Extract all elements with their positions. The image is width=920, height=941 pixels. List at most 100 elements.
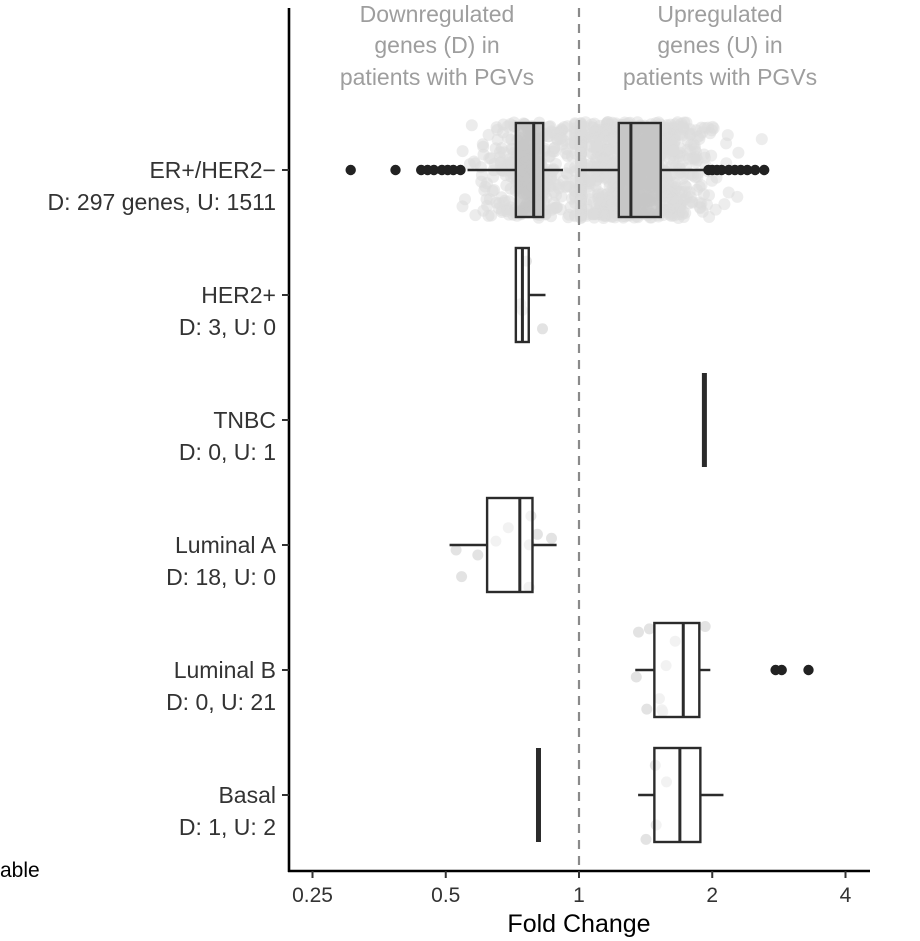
x-tick-label: 0.5 [431, 884, 460, 907]
jitter-point [670, 195, 683, 208]
jitter-point [545, 125, 558, 138]
group-label-counts: D: 297 genes, U: 1511 [48, 189, 276, 215]
outlier-point [455, 164, 466, 176]
jitter-point [583, 174, 596, 187]
jitter-point [468, 155, 480, 168]
x-tick-label: 2 [706, 884, 718, 907]
jitter-point [456, 571, 468, 583]
outlier-point [716, 164, 727, 176]
jitter-point [501, 120, 514, 133]
region-label-down-line-1: Downregulated [360, 1, 515, 27]
jitter-point [731, 190, 744, 203]
group-label-counts: D: 0, U: 1 [179, 439, 276, 465]
jitter-point [450, 544, 462, 556]
jitter-point [640, 833, 652, 845]
region-label-up-line-1: Upregulated [657, 1, 782, 27]
jitter-point [491, 123, 504, 136]
outlier-point [742, 164, 753, 176]
x-tick-label: 0.25 [292, 884, 333, 907]
jitter-point [561, 150, 574, 162]
jitter-point [537, 323, 548, 335]
jitter-point [489, 142, 502, 155]
jitter-point [643, 623, 655, 635]
group-label-name: Basal [218, 782, 276, 808]
jitter-point [574, 135, 587, 148]
jitter-point [688, 143, 701, 155]
jitter-point [677, 120, 690, 133]
jitter-point [694, 201, 706, 214]
region-label-up: Upregulated genes (U) in patients with P… [623, 1, 817, 90]
x-tick-label: 1 [573, 884, 585, 907]
box-rect [653, 621, 701, 719]
region-label-up-line-2: genes (U) in [657, 32, 782, 58]
region-label-down: Downregulated genes (D) in patients with… [340, 1, 534, 90]
jitter-point [482, 209, 495, 222]
jitter-point [755, 133, 768, 146]
jitter-point [675, 186, 688, 199]
group-labels: ER+/HER2− D: 297 genes, U: 1511 HER2+ D:… [48, 157, 277, 840]
jitter-point [721, 129, 734, 142]
jitter-point [668, 128, 681, 141]
jitter-point [502, 208, 515, 221]
stray-text: able [0, 859, 40, 882]
group-label-name: ER+/HER2− [149, 157, 276, 183]
outlier-point [428, 164, 440, 176]
group-label-counts: D: 0, U: 21 [166, 689, 276, 715]
jitter-point [559, 181, 572, 193]
jitter-point [684, 191, 697, 204]
outlier-point [776, 664, 787, 676]
box-layer [345, 121, 814, 844]
jitter-point [531, 528, 543, 540]
jitter-point [663, 203, 676, 216]
x-axis-title: Fold Change [507, 910, 650, 938]
jitter-point [563, 161, 576, 174]
jitter-point [605, 198, 618, 211]
jitter-point [691, 154, 704, 167]
jitter-point [477, 140, 490, 153]
axis-layer: 0.25 0.5 1 2 4 [282, 8, 870, 907]
group-label-name: TNBC [213, 407, 276, 433]
jitter-point [606, 158, 619, 171]
region-label-down-line-2: genes (D) in [374, 32, 499, 58]
jitter-point [550, 201, 563, 214]
jitter-point [484, 152, 497, 165]
jitter-point [633, 626, 644, 638]
jitter-point [465, 119, 478, 132]
outlier-point [448, 164, 459, 176]
jitter-layer [450, 116, 768, 845]
jitter-point [667, 144, 680, 157]
box-rect [653, 746, 702, 844]
jitter-point [574, 158, 587, 171]
jitter-point [705, 124, 718, 137]
outlier-point [390, 164, 401, 176]
jitter-point [699, 621, 711, 632]
jitter-point [607, 176, 620, 189]
group-label-name: HER2+ [201, 282, 276, 308]
jitter-point [574, 208, 587, 221]
box-rect [485, 496, 534, 594]
jitter-point [546, 532, 557, 544]
outlier-point [803, 664, 814, 676]
x-tick-label: 4 [840, 884, 852, 907]
jitter-point [703, 211, 716, 223]
box-rect [514, 121, 545, 219]
group-label-counts: D: 1, U: 2 [179, 814, 276, 840]
jitter-point [589, 126, 601, 139]
outlier-point [759, 164, 770, 176]
group-label-counts: D: 3, U: 0 [179, 314, 276, 340]
jitter-point [590, 140, 603, 152]
group-label-name: Luminal B [174, 657, 276, 683]
jitter-point [718, 198, 731, 211]
jitter-point [732, 146, 745, 159]
jitter-point [459, 193, 471, 206]
jitter-point [685, 127, 698, 140]
jitter-point [695, 179, 708, 192]
jitter-point [554, 133, 567, 145]
group-label-counts: D: 18, U: 0 [166, 564, 276, 590]
jitter-point [500, 179, 513, 192]
jitter-point [603, 146, 616, 159]
jitter-point [472, 549, 484, 561]
box-rect [617, 121, 662, 219]
jitter-point [548, 142, 561, 155]
